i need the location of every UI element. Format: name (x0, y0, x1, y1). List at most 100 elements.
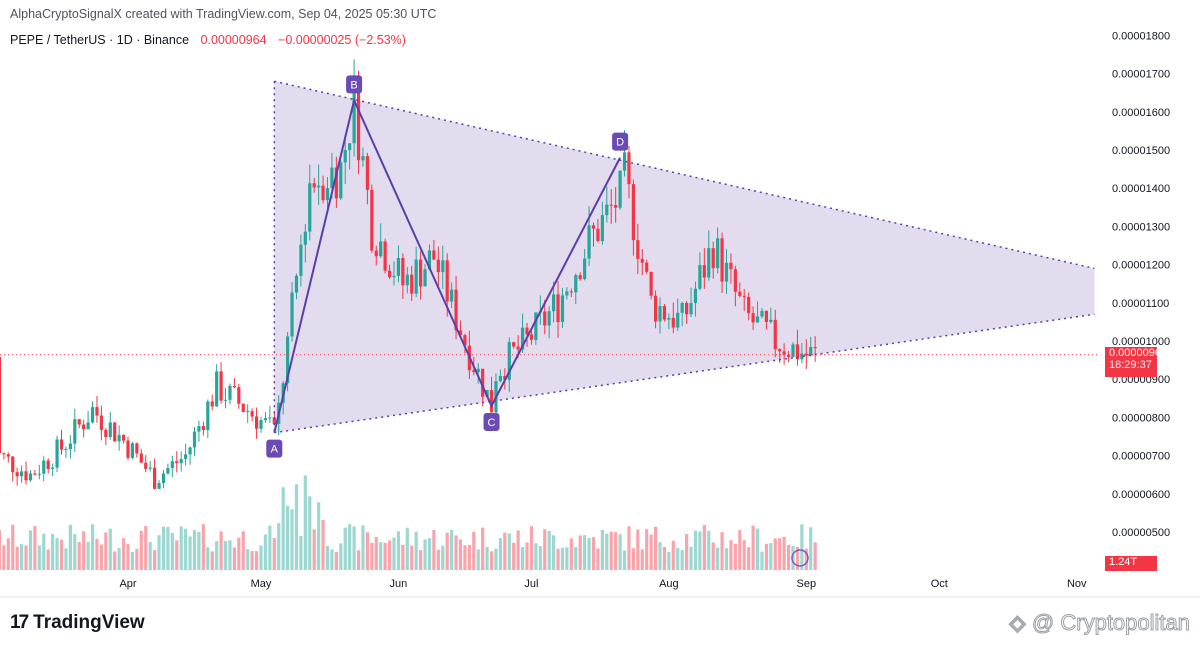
candle-body (352, 78, 356, 144)
candle-body (755, 316, 760, 323)
volume-bar (254, 551, 259, 570)
candle-body (729, 262, 733, 270)
y-tick-label: 0.00001200 (1112, 260, 1170, 272)
y-tick-label: 0.00001300 (1112, 221, 1170, 233)
volume-bar (667, 551, 671, 570)
candle-body (574, 275, 578, 293)
candle-body (317, 185, 321, 188)
candle-body (299, 244, 303, 276)
candle-body (392, 275, 396, 278)
volume-bar (250, 551, 254, 570)
volume-bar (392, 537, 396, 570)
volume-bar (175, 540, 179, 570)
volume-bar (197, 531, 201, 570)
candle-body (605, 204, 609, 216)
volume-bar (600, 529, 604, 570)
pivot-label: C (488, 417, 496, 429)
volume-bar (135, 548, 139, 570)
volume-bar (334, 551, 338, 570)
volume-bar (419, 550, 423, 570)
volume-bar (653, 526, 658, 570)
candle-body (64, 449, 68, 451)
candle-body (197, 426, 201, 432)
volume-bar (534, 543, 538, 570)
candle-body (419, 259, 423, 287)
volume-badge: 1.24T (1105, 556, 1157, 571)
volume-bar (786, 544, 791, 570)
candle-body (525, 327, 529, 335)
candle-body (769, 319, 773, 322)
candle-body (791, 344, 795, 357)
candle-body (587, 225, 591, 259)
candle-body (401, 258, 405, 286)
candle-body (640, 258, 644, 263)
volume-bar (263, 534, 268, 570)
volume-bar (472, 531, 476, 570)
tradingview-logo[interactable]: 17 TradingView (10, 612, 145, 634)
candle-body (68, 443, 72, 450)
volume-bar (702, 524, 706, 570)
volume-bar (742, 540, 746, 570)
volume-bar (640, 549, 644, 570)
volume-bar (348, 524, 352, 570)
volume-bar (59, 539, 64, 570)
volume-bar (387, 540, 392, 570)
candle-body (361, 156, 365, 161)
candle-body (458, 330, 463, 336)
candle-body (126, 440, 130, 458)
candle-body (232, 385, 236, 388)
volume-bar (15, 546, 19, 570)
volume-bar (148, 541, 152, 570)
volume-bar (689, 546, 693, 570)
volume-bar (680, 550, 684, 570)
candle-body (166, 467, 170, 474)
candle-body (583, 258, 587, 280)
volume-bar (73, 534, 77, 570)
candle-body (325, 188, 330, 201)
candle-body (742, 295, 746, 297)
y-tick-label: 0.00001000 (1112, 336, 1170, 348)
volume-bar (454, 535, 458, 570)
volume-bar (86, 541, 90, 570)
abcd-zigzag (273, 97, 621, 433)
candle-body (711, 248, 715, 269)
current-price-label: 0.00000964 (1109, 347, 1168, 359)
candle-body (609, 204, 613, 206)
volume-bar (649, 534, 653, 570)
symbol-info: PEPE / TetherUS · 1D · Binance 0.0000096… (10, 33, 406, 47)
time-axis: Apr May Jun Jul Aug Sep Oct Nov (0, 578, 1200, 598)
candle-body (720, 238, 724, 282)
volume-bar (436, 549, 440, 570)
volume-bar (117, 547, 121, 570)
y-tick-label: 0.00000600 (1112, 489, 1170, 501)
candle-body (671, 317, 675, 328)
volume-bar (281, 487, 285, 570)
candle-body (778, 349, 782, 352)
pivot-label: B (350, 79, 357, 91)
candle-body (565, 291, 569, 296)
candle-body (636, 240, 640, 259)
volume-bar (450, 529, 454, 570)
volume-bar (463, 545, 467, 570)
candle-body (436, 259, 440, 273)
volume-bar (259, 545, 263, 570)
candle-body (485, 390, 489, 397)
volume-bar (432, 529, 436, 570)
candle-body (348, 143, 352, 151)
candle-body (596, 228, 600, 242)
pattern-overlay: A B C D (0, 75, 1100, 567)
volume-bar (51, 533, 55, 570)
volume-bar (636, 529, 640, 570)
volume-bar (210, 551, 214, 570)
volume-bar (565, 547, 569, 570)
volume-bar (374, 537, 378, 570)
volume-bar (179, 526, 183, 570)
candle-body (223, 399, 228, 401)
volume-bar (520, 547, 525, 570)
pivot-label-box (346, 75, 363, 94)
upper-trendline (274, 80, 1095, 270)
volume-bar (361, 525, 365, 570)
volume-bar (153, 550, 157, 570)
volume-bar (379, 542, 383, 570)
